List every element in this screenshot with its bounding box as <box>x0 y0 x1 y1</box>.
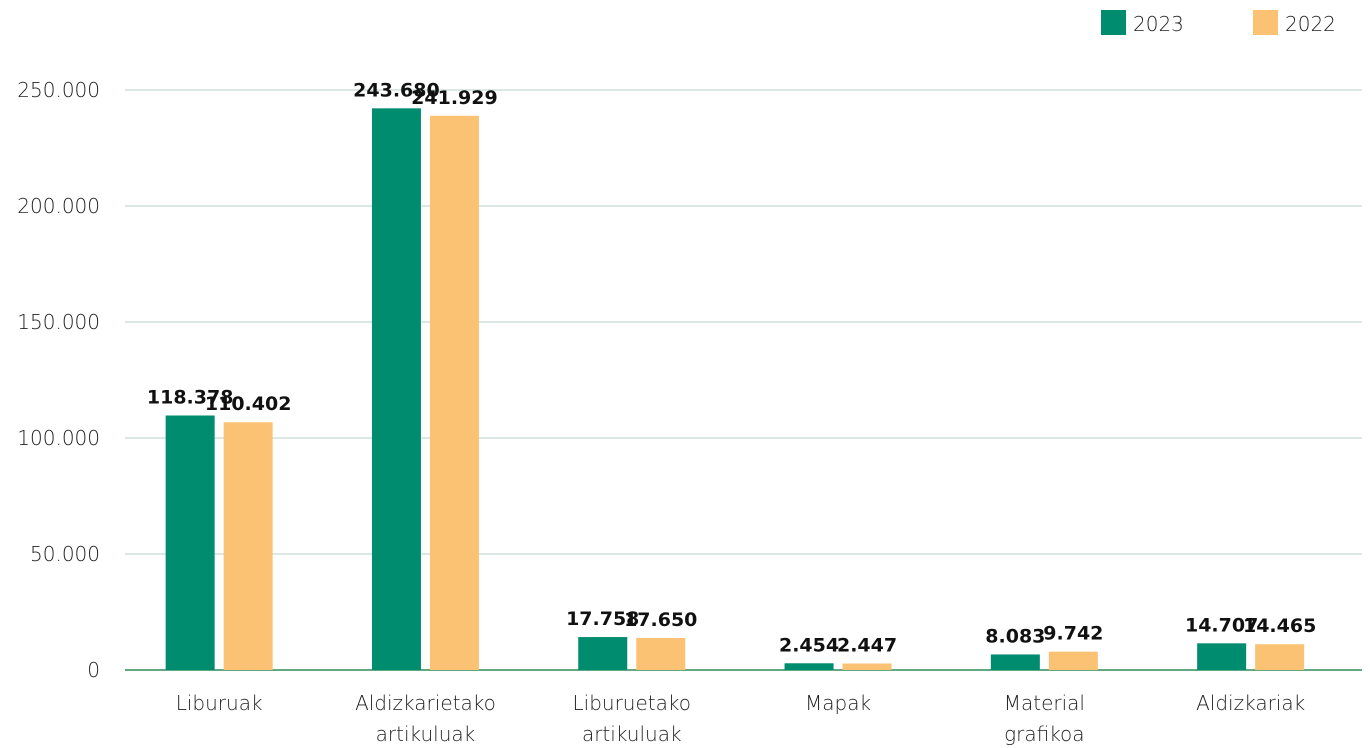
x-tick-label: Material grafikoa <box>1004 691 1085 746</box>
bar-2022 <box>842 663 892 670</box>
bar-2022 <box>223 422 273 670</box>
x-tick-label: Aldizkariak <box>1196 691 1305 715</box>
x-tick-label-line: Aldizkarietako <box>355 691 496 715</box>
bar-2022 <box>429 115 479 670</box>
data-label: 118.378 <box>147 386 234 408</box>
data-label: 9.742 <box>1043 623 1103 645</box>
x-tick-label: Aldizkarietako artikuluak <box>355 691 496 746</box>
legend-label: 2022 <box>1285 12 1336 36</box>
data-label: 17.650 <box>624 609 697 631</box>
bar-2023 <box>784 663 834 670</box>
x-axis: Liburuak Aldizkarietako artikuluakLiburuet… <box>176 691 1305 746</box>
x-tick-label-line: Material <box>1004 691 1085 715</box>
data-label: 241.929 <box>411 87 498 109</box>
bar-2022 <box>636 637 686 670</box>
x-tick-label-line: Aldizkariak <box>1196 691 1305 715</box>
data-label: 14.465 <box>1243 615 1316 637</box>
legend-swatch-2023 <box>1101 10 1126 35</box>
x-tick-label: Mapak <box>805 691 871 715</box>
legend-label: 2023 <box>1133 12 1184 36</box>
data-label: 110.402 <box>205 393 292 415</box>
y-axis: 0 50.000 100.000 150.000 200.000 250.000 <box>17 78 100 682</box>
y-tick-label: 50.000 <box>30 542 100 566</box>
bar-2023 <box>165 415 215 670</box>
y-tick-label: 150.000 <box>17 310 100 334</box>
y-tick-label: 100.000 <box>17 426 100 450</box>
grid-lines <box>125 89 1362 671</box>
x-tick-label-line: Liburuak <box>176 691 263 715</box>
bar-2023 <box>371 108 421 670</box>
y-tick-label: 200.000 <box>17 194 100 218</box>
y-tick-label: 250.000 <box>17 78 100 102</box>
legend-swatch-2022 <box>1253 10 1278 35</box>
bars <box>165 108 1305 670</box>
x-tick-label-line: artikuluak <box>582 722 682 746</box>
data-label: 8.083 <box>985 625 1045 647</box>
data-label: 2.447 <box>837 635 897 657</box>
bar-2023 <box>990 654 1040 670</box>
data-label: 243.680 <box>353 79 440 101</box>
y-tick-label: 0 <box>87 658 100 682</box>
x-tick-label: Liburuak <box>176 691 263 715</box>
bar-2023 <box>1197 643 1247 670</box>
x-tick-label: Liburuetako artikuluak <box>573 691 691 746</box>
bar-2023 <box>578 637 628 670</box>
x-tick-label-line: Liburuetako <box>573 691 691 715</box>
x-tick-label-line: artikuluak <box>376 722 476 746</box>
bar-2022 <box>1255 644 1305 670</box>
data-label: 2.454 <box>779 634 839 656</box>
legend: 2023 2022 <box>1101 10 1336 36</box>
data-label: 17.758 <box>566 608 639 630</box>
x-tick-label-line: grafikoa <box>1004 722 1084 746</box>
data-label: 14.707 <box>1185 614 1258 636</box>
x-tick-label-line: Mapak <box>805 691 871 715</box>
bar-2022 <box>1048 651 1098 670</box>
